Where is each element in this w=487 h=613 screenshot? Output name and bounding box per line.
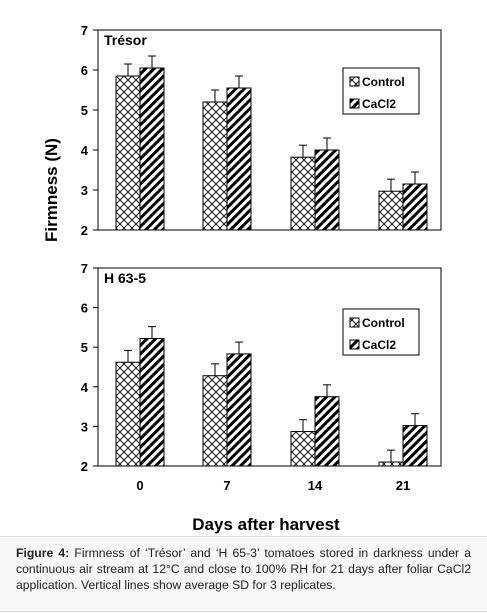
bar-control-7 (202, 101, 228, 231)
legend-swatch-control (349, 76, 360, 87)
y-tick-label: 4 (81, 380, 89, 395)
bar-control-0 (115, 361, 141, 467)
legend-label-control: Control (362, 316, 405, 330)
bar-cacl2-7 (226, 353, 252, 467)
bar-cacl2-14 (314, 396, 340, 467)
plot-frame (97, 29, 442, 231)
y-axis-title: Firmness (N) (42, 138, 61, 242)
bar-cacl2-0 (139, 67, 165, 231)
legend-swatch-cacl2 (349, 339, 360, 350)
y-tick-label: 3 (81, 419, 88, 434)
chart-panel-2: 2 3 4 5 6 7 H 63-5 0 7 14 21 Control CaCl2 (81, 261, 442, 493)
chart-panel-1: 2 3 4 5 6 7 Trésor Control CaCl2 (81, 23, 442, 238)
x-tick-label: 14 (308, 478, 323, 493)
y-tick-label: 5 (81, 103, 88, 118)
legend: Control CaCl2 (342, 67, 420, 115)
panel-title: Trésor (104, 32, 147, 48)
y-tick-label: 3 (81, 183, 88, 198)
y-tick-label: 7 (81, 23, 88, 38)
legend-swatch-control (349, 317, 360, 328)
caption-text: Firmness of ‘Trésor’ and ‘H 65-3’ tomato… (16, 546, 472, 592)
y-tick-label: 2 (81, 223, 88, 238)
bar-cacl2-7 (226, 87, 252, 231)
y-tick-label: 5 (81, 340, 88, 355)
figure-chart: 2 3 4 5 6 7 Trésor Control CaCl2 2 3 4 5 6 7 H 63-5 0 7 14… (42, 23, 442, 534)
legend-swatch-cacl2 (349, 98, 360, 109)
x-axis-title: Days after harvest (192, 515, 340, 534)
y-tick-label: 2 (81, 459, 88, 474)
bar-cacl2-0 (139, 337, 165, 467)
x-tick-label: 7 (223, 478, 230, 493)
bar-control-14 (290, 431, 316, 467)
bar-cacl2-21 (402, 425, 428, 467)
bar-control-7 (202, 375, 228, 467)
y-tick-label: 6 (81, 301, 88, 316)
legend-label-control: Control (362, 75, 405, 89)
bar-cacl2-14 (314, 149, 340, 231)
legend-label-cacl2: CaCl2 (362, 97, 396, 111)
y-tick-label: 4 (81, 143, 89, 158)
y-tick-label: 6 (81, 63, 88, 78)
panel-title: H 63-5 (104, 270, 146, 286)
bar-cacl2-21 (402, 183, 428, 231)
bar-control-0 (115, 75, 141, 231)
bar-control-14 (290, 156, 316, 231)
x-tick-label: 0 (136, 478, 143, 493)
x-tick-label: 21 (396, 478, 410, 493)
y-tick-label: 7 (81, 261, 88, 276)
bar-control-21 (378, 190, 404, 231)
caption-label: Figure 4: (16, 546, 70, 560)
plot-frame (97, 267, 442, 467)
legend: Control CaCl2 (342, 308, 420, 356)
figure-caption: Figure 4: Firmness of ‘Trésor’ and ‘H 65… (0, 536, 487, 612)
bar-control-21 (378, 461, 404, 467)
legend-label-cacl2: CaCl2 (362, 338, 396, 352)
